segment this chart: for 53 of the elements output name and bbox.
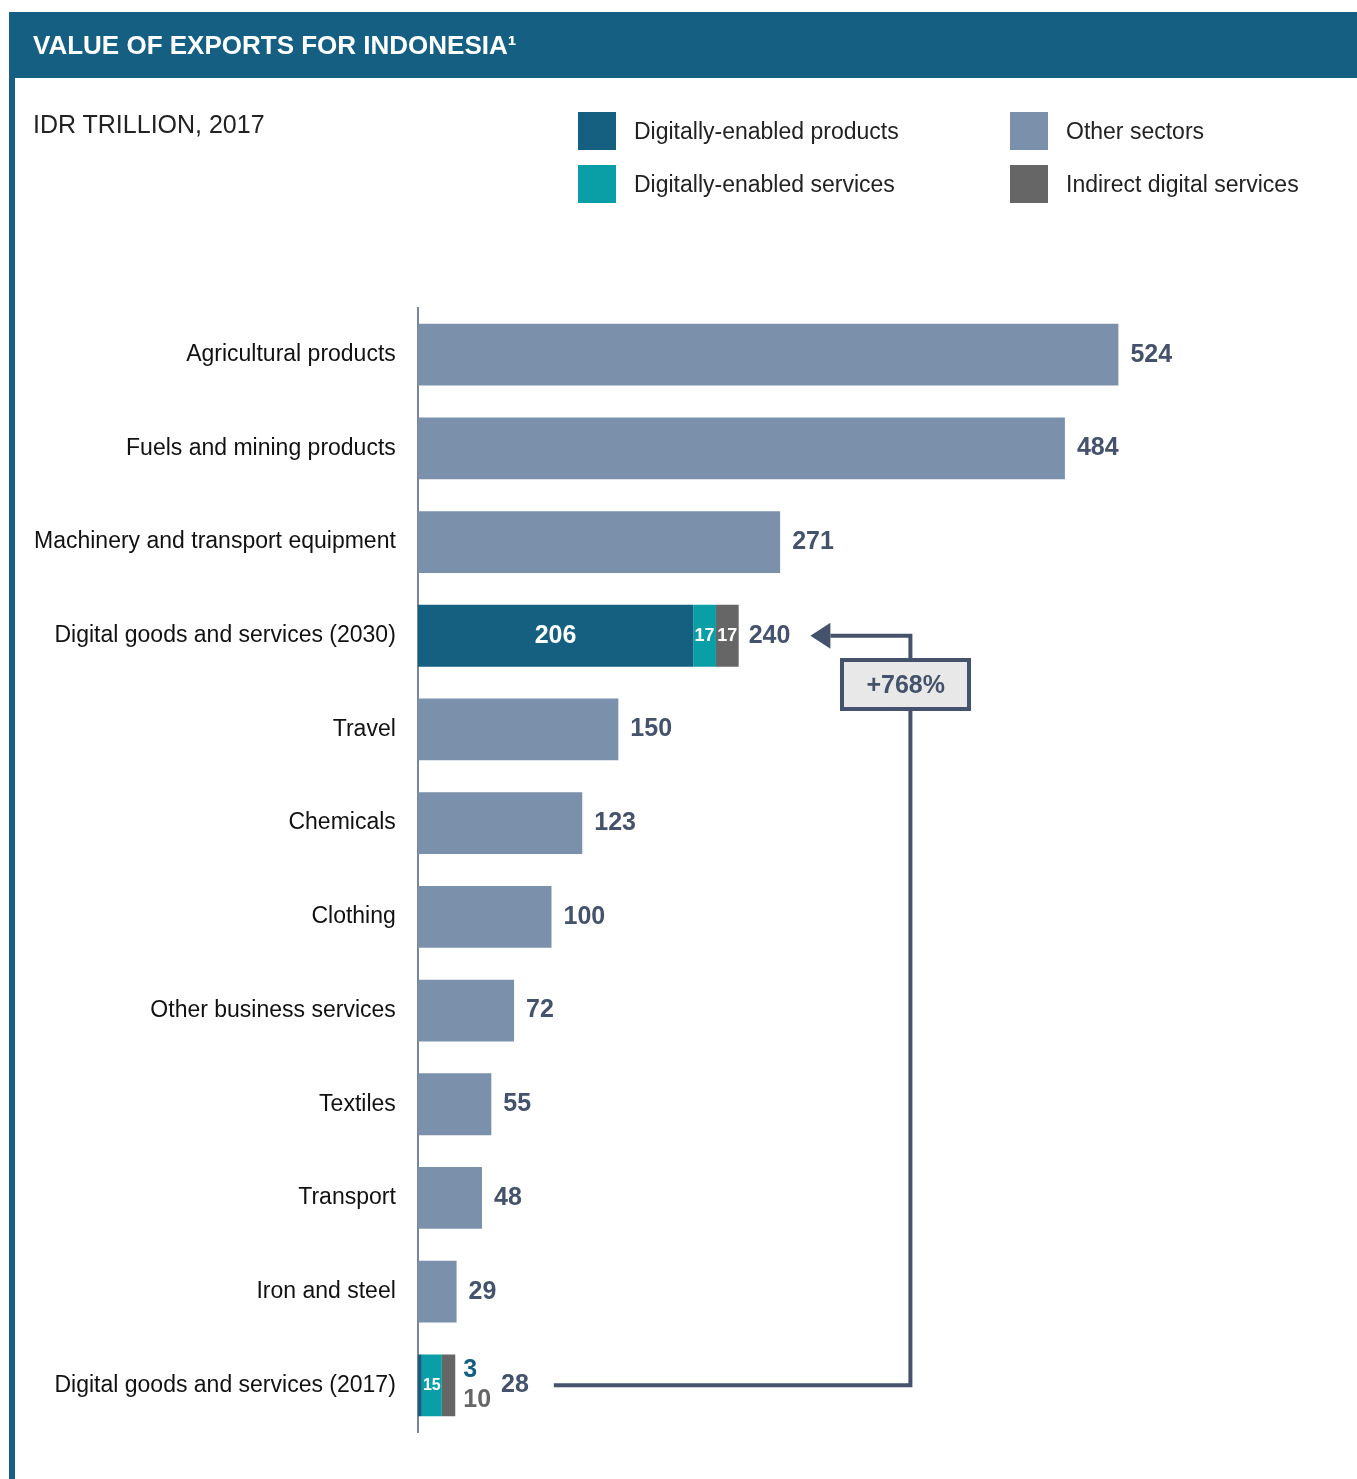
legend-label: Digitally-enabled services	[634, 170, 895, 198]
data-label: 271	[792, 525, 834, 554]
bar	[417, 885, 552, 948]
data-label: 17	[694, 624, 715, 645]
bar	[417, 511, 781, 573]
bar	[417, 1167, 482, 1229]
legend-label: Other sectors	[1066, 117, 1205, 145]
y-tick-label: Iron and steel	[256, 1276, 396, 1303]
bar	[715, 604, 739, 667]
data-label: 206	[534, 619, 577, 648]
data-label: 15	[422, 1375, 441, 1393]
data-label: 150	[630, 713, 673, 742]
legend-label: Indirect digital services	[1066, 170, 1299, 198]
bar	[417, 698, 619, 761]
y-tick-label: Machinery and transport equipment	[34, 527, 397, 554]
data-label: 484	[1076, 432, 1119, 461]
text: IDR TRILLION, 2017	[33, 110, 265, 139]
y-tick-label: Digital goods and services (2030)	[54, 621, 396, 648]
bar	[417, 1260, 457, 1323]
y-tick-label: Travel	[332, 714, 396, 741]
data-label: 123	[594, 807, 636, 836]
y-tick-label: Clothing	[311, 902, 396, 929]
bar	[693, 604, 716, 667]
data-label: 100	[563, 900, 606, 929]
data-label: 17	[717, 624, 738, 645]
bar	[421, 1354, 442, 1417]
data-label: 10	[463, 1384, 492, 1413]
total-label: 28	[501, 1369, 529, 1398]
bar	[441, 1354, 456, 1417]
y-tick-label: Fuels and mining products	[126, 433, 396, 460]
bar	[417, 417, 1065, 480]
data-label: 72	[526, 994, 554, 1023]
data-label: 55	[503, 1088, 532, 1117]
data-label: 3	[463, 1354, 478, 1383]
y-tick-label: Agricultural products	[186, 339, 396, 366]
bar	[417, 323, 1119, 386]
y-tick-label: Transport	[298, 1183, 397, 1210]
y-tick-label: Chemicals	[288, 808, 396, 835]
data-label: 48	[493, 1181, 522, 1210]
legend-label: Digitally-enabled products	[634, 117, 899, 145]
bar	[417, 1073, 492, 1136]
bar	[417, 604, 694, 667]
y-tick-label: Textiles	[319, 1089, 396, 1116]
data-label: 524	[1130, 338, 1173, 367]
chart-title: VALUE OF EXPORTS FOR INDONESIA¹	[9, 12, 1357, 78]
annotation: +768%	[840, 657, 971, 711]
bar	[417, 1354, 422, 1417]
bar	[417, 792, 583, 855]
bar	[417, 979, 515, 1042]
total-label: 240	[748, 619, 791, 648]
y-tick-label: Other business services	[150, 995, 396, 1022]
data-label: 29	[468, 1275, 497, 1304]
y-tick-label: Digital goods and services (2017)	[54, 1370, 396, 1397]
